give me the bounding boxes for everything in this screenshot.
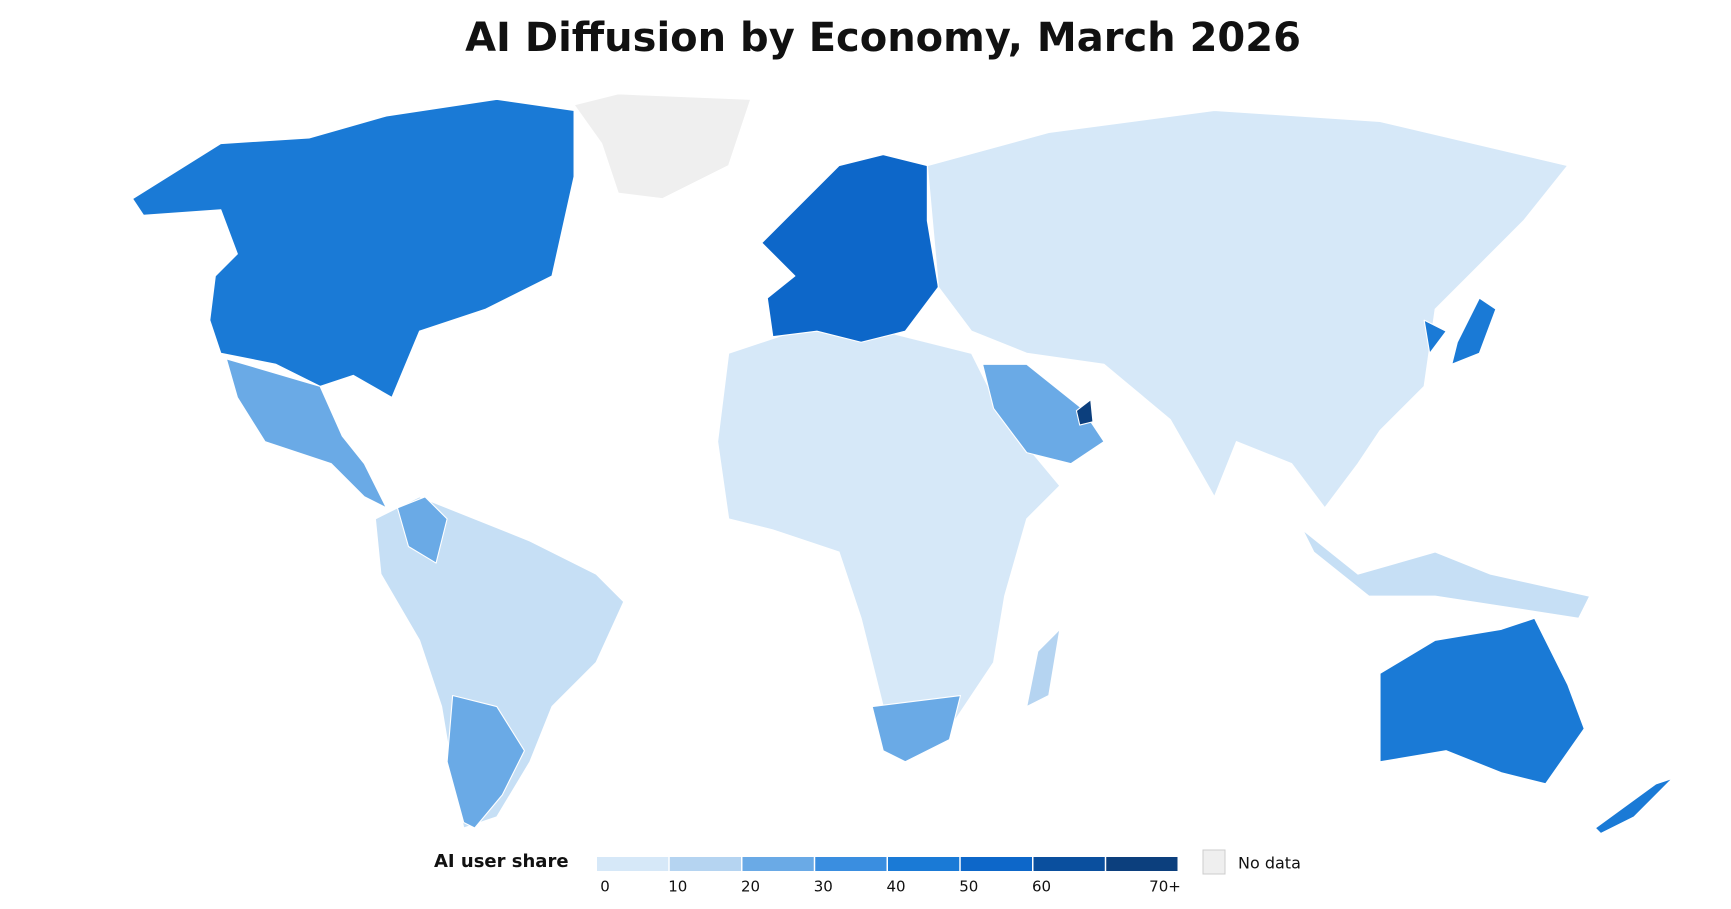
legend-tick-label: 10: [668, 878, 687, 896]
legend-swatch: [742, 857, 814, 871]
legend-tick-label: 30: [814, 878, 833, 896]
legend-swatch: [960, 857, 1032, 871]
legend-tick-label: 40: [886, 878, 905, 896]
south-africa: [871, 694, 962, 763]
korea: [1423, 319, 1447, 354]
japan: [1451, 297, 1497, 365]
legend-swatch: [1033, 857, 1105, 871]
south-america: [374, 496, 625, 829]
legend-swatch: [815, 857, 887, 871]
no-data-swatch: [1202, 849, 1226, 875]
legend-tick-label: 20: [741, 878, 760, 896]
legend-swatch: [597, 857, 669, 871]
mexico: [225, 358, 387, 509]
legend-swatch: [888, 857, 960, 871]
legend-tick-label: 0: [600, 878, 610, 896]
greenland: [573, 93, 752, 200]
africa: [717, 330, 1061, 763]
southeast-asia-islands: [1302, 529, 1591, 619]
no-data-label: No data: [1238, 854, 1301, 873]
north-america: [131, 98, 575, 398]
argentina: [446, 694, 525, 829]
new-zealand: [1594, 777, 1674, 835]
uae: [1075, 399, 1094, 426]
world-map: [131, 93, 1674, 835]
europe: [761, 154, 939, 343]
legend-swatch: [1106, 857, 1178, 871]
legend: 0 10 20 30 40 50 60 70+: [597, 849, 1226, 896]
chart-title: AI Diffusion by Economy, March 2026: [465, 15, 1301, 61]
legend-tick-label: 50: [959, 878, 978, 896]
legend-tick-label: 60: [1032, 878, 1051, 896]
colombia: [396, 496, 448, 564]
arabia: [982, 363, 1105, 465]
legend-tick-label: 70+: [1149, 878, 1181, 896]
australia: [1379, 617, 1585, 785]
legend-swatch: [669, 857, 741, 871]
madagascar: [1026, 628, 1061, 708]
asia: [926, 109, 1569, 509]
legend-title: AI user share: [434, 851, 569, 872]
